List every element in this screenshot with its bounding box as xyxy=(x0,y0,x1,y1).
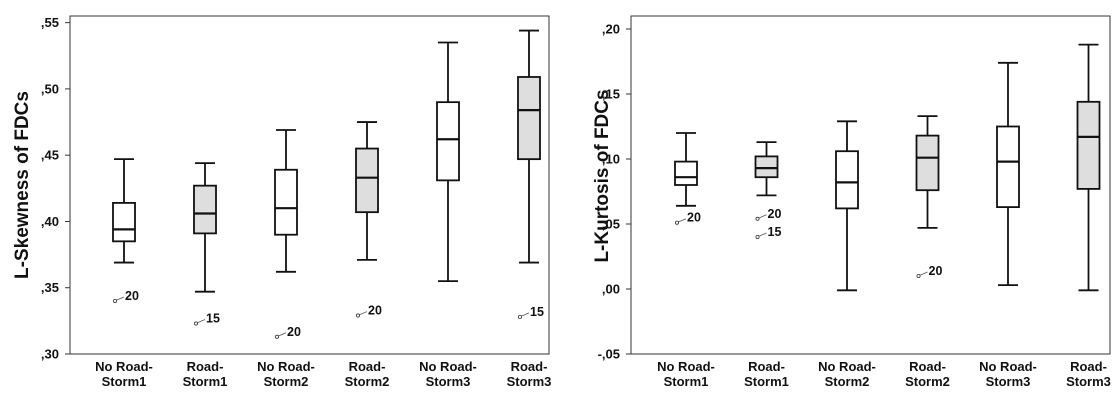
box-4: 20 xyxy=(915,115,943,278)
outlier-label: 20 xyxy=(125,289,139,303)
outlier-point xyxy=(274,334,279,339)
box-iqr xyxy=(835,150,859,210)
category-label-line1: No Road- xyxy=(818,359,876,374)
y-tick-label: ,10 xyxy=(602,152,620,167)
plot-frame xyxy=(69,15,550,355)
outlier-point xyxy=(355,313,360,318)
box-iqr xyxy=(436,101,460,182)
outlier-point xyxy=(113,298,118,303)
category-label-line2: Storm1 xyxy=(744,374,789,389)
outlier-point xyxy=(755,216,760,221)
outlier-leader xyxy=(359,311,368,316)
box-6 xyxy=(1076,43,1101,292)
y-tick-label: ,15 xyxy=(602,87,620,102)
category-label-line2: Storm2 xyxy=(264,374,309,389)
category-label-line2: Storm3 xyxy=(426,374,471,389)
outlier-point xyxy=(193,321,198,326)
y-tick-label: ,40 xyxy=(41,214,59,229)
outlier-leader xyxy=(521,312,530,317)
y-tick-label: ,00 xyxy=(602,282,620,297)
box-5 xyxy=(436,41,460,282)
y-axis-label: L-Skewness of FDCs xyxy=(12,91,33,279)
box-2: 15 xyxy=(193,162,220,326)
outlier-point xyxy=(675,220,680,225)
box-iqr xyxy=(754,155,779,179)
y-tick-label: -,05 xyxy=(598,347,620,362)
category-label-line2: Storm1 xyxy=(183,374,228,389)
outlier-label: 20 xyxy=(368,304,382,318)
box-iqr xyxy=(996,125,1020,208)
outlier-leader xyxy=(678,218,687,223)
outlier-leader xyxy=(278,332,287,337)
category-label-line2: Storm2 xyxy=(825,374,870,389)
category-label-line2: Storm3 xyxy=(986,374,1031,389)
category-label-line1: No Road- xyxy=(95,359,153,374)
category-label-line2: Storm3 xyxy=(1066,374,1111,389)
category-label-line1: No Road- xyxy=(419,359,477,374)
outlier-label: 15 xyxy=(530,305,544,319)
outlier-leader xyxy=(197,319,206,324)
box-iqr xyxy=(112,201,136,243)
box-iqr xyxy=(355,147,379,214)
box-4: 20 xyxy=(355,121,382,318)
outlier-point xyxy=(916,273,921,278)
box-1: 20 xyxy=(674,132,701,225)
box-3 xyxy=(835,120,859,292)
outlier-leader xyxy=(116,296,125,301)
category-label-line2: Storm2 xyxy=(905,374,950,389)
category-label-line1: Road- xyxy=(1070,359,1107,374)
y-tick-label: ,55 xyxy=(41,15,59,30)
y-tick-label: ,50 xyxy=(41,81,59,96)
box-5 xyxy=(996,61,1020,287)
outlier-label: 20 xyxy=(287,325,301,339)
box-1: 20 xyxy=(112,158,139,303)
outlier-point xyxy=(755,234,760,239)
box-iqr xyxy=(193,184,217,235)
box-iqr xyxy=(517,76,541,161)
category-label-line1: No Road- xyxy=(257,359,315,374)
box-6: 15 xyxy=(517,29,544,319)
category-label-line2: Storm3 xyxy=(507,374,552,389)
category-label-line1: Road- xyxy=(349,359,386,374)
outlier-label: 20 xyxy=(929,264,943,278)
outlier-leader xyxy=(758,214,767,219)
y-tick-label: ,45 xyxy=(41,148,59,163)
box-3: 20 xyxy=(274,129,301,339)
y-axis-label: L-Kurtosis of FDCs xyxy=(592,89,613,262)
outlier-point xyxy=(518,314,523,319)
category-label-line1: Road- xyxy=(187,359,224,374)
boxplot-panel-1: ,30 ,35 ,40 ,45 ,50 ,55 L-Skewness of FDCs 20 No… xyxy=(12,15,551,389)
outlier-label: 20 xyxy=(768,207,782,221)
box-iqr xyxy=(674,160,698,186)
y-tick-label: ,20 xyxy=(602,22,620,37)
outlier-leader xyxy=(919,271,928,276)
category-label-line1: No Road- xyxy=(657,359,715,374)
box-iqr xyxy=(274,168,298,236)
category-label-line1: Road- xyxy=(748,359,785,374)
y-tick-label: ,30 xyxy=(41,347,59,362)
category-label-line2: Storm1 xyxy=(664,374,709,389)
outlier-label: 20 xyxy=(687,211,701,225)
box-iqr xyxy=(915,134,940,192)
plot-frame xyxy=(630,15,1111,355)
category-label-line2: Storm2 xyxy=(345,374,390,389)
category-label-line1: Road- xyxy=(909,359,946,374)
outlier-label: 15 xyxy=(206,312,220,326)
box-iqr xyxy=(1076,100,1101,190)
outlier-leader xyxy=(758,232,767,237)
boxplot-panel-2: -,05 ,00 ,05 ,10 ,15 ,20 L-Kurtosis of FDCs 20 N… xyxy=(592,15,1111,389)
category-label-line1: Road- xyxy=(511,359,548,374)
outlier-label: 15 xyxy=(768,225,782,239)
y-tick-label: ,35 xyxy=(41,280,59,295)
category-label-line2: Storm1 xyxy=(102,374,147,389)
category-label-line1: No Road- xyxy=(979,359,1037,374)
y-tick-label: ,05 xyxy=(602,217,620,232)
